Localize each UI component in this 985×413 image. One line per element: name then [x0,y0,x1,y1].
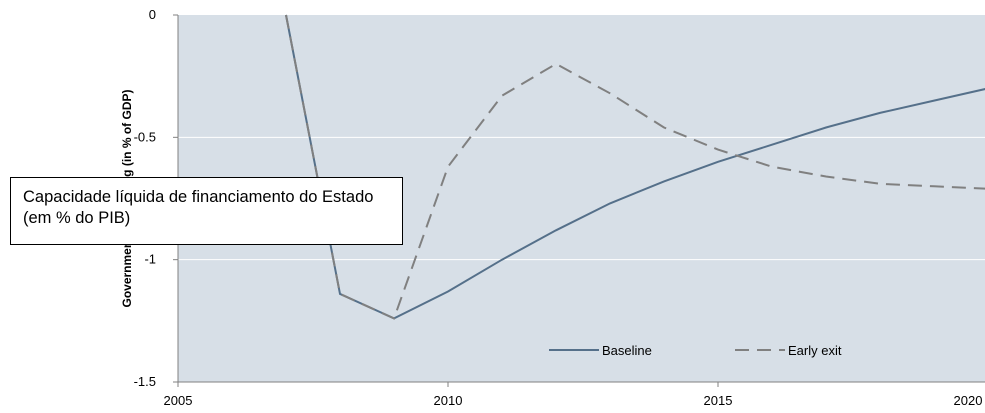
y-tick-label: -1.5 [134,374,156,389]
legend-label: Baseline [602,343,652,358]
x-tick-label: 2005 [164,393,193,408]
series-line-early-exit [285,14,985,320]
y-tick-label: -0.5 [134,129,156,144]
series-line-baseline [285,14,985,320]
x-tick-labels: 2005 2010 2015 2020 [164,393,983,408]
legend: Baseline Early exit [549,343,842,358]
legend-label: Early exit [788,343,842,358]
series-lines [285,14,985,320]
x-tick-label: 2010 [434,393,463,408]
y-tick-labels: 0 -0.5 -1 -1.5 [134,7,156,389]
gridlines [178,136,985,261]
x-tick-label: 2015 [704,393,733,408]
y-tick-label: 0 [149,7,156,22]
x-tick-label: 2020 [954,393,983,408]
annotation-box: Capacidade líquida de financiamento do E… [10,177,403,245]
y-tick-label: -1 [144,252,156,267]
